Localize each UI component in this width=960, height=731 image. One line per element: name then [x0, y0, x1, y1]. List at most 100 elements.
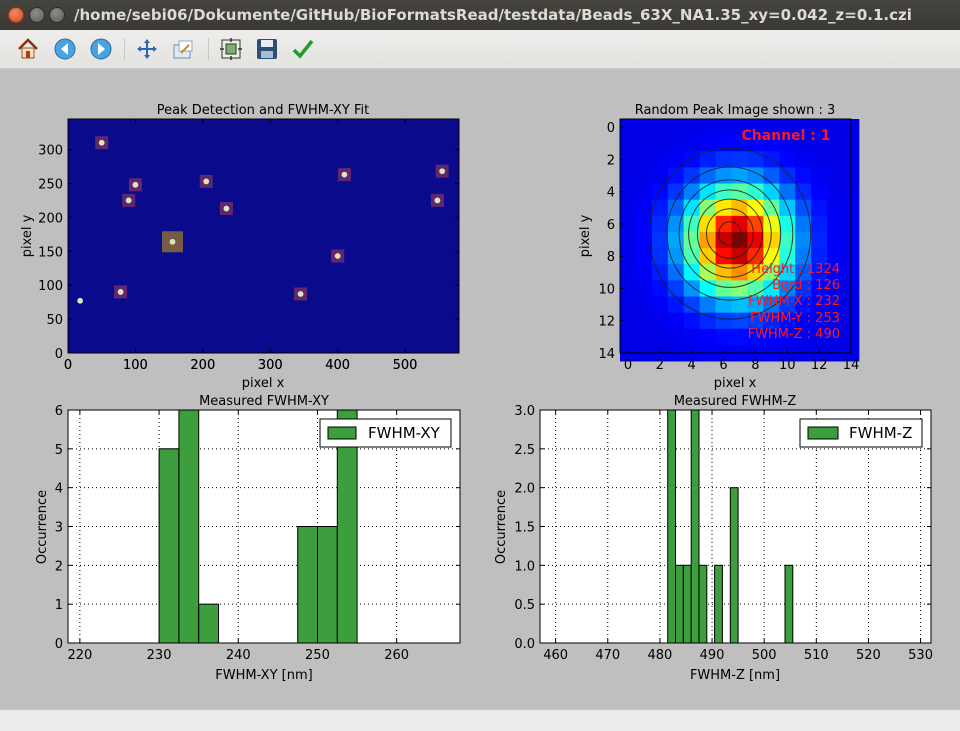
peak-point [334, 253, 341, 259]
heatmap-cell [811, 248, 828, 265]
heatmap-cell [747, 296, 764, 314]
zoom-button[interactable] [169, 35, 197, 63]
heatmap-cell [811, 151, 828, 168]
heatmap-cell [779, 167, 796, 184]
peak-ylabel: pixel y [20, 214, 35, 257]
heatmap-cell [635, 248, 653, 265]
histogram-bar [682, 564, 692, 644]
x-tick-label: 10 [779, 358, 796, 373]
heatmap-cell [811, 328, 828, 346]
heatmap-cell [731, 328, 748, 346]
y-tick-label: 0 [607, 121, 615, 136]
heatmap-cell [667, 215, 685, 233]
heatmap-cell [620, 183, 637, 201]
fwhm-xy-ticks: 220 230 240 250 260 0 1 2 3 4 5 6 [55, 404, 460, 663]
heatmap-cell [811, 264, 828, 281]
x-tick-label: 200 [190, 358, 215, 373]
home-button[interactable] [14, 35, 42, 63]
heatmap-cell [651, 248, 669, 265]
heatmap-cells [620, 119, 860, 362]
x-tick-label: 230 [147, 648, 172, 663]
save-button[interactable] [253, 35, 281, 63]
x-tick-label: 14 [843, 358, 860, 373]
heatmap-cell [651, 167, 669, 184]
home-icon [18, 38, 38, 59]
heatmap-cell [747, 151, 764, 168]
heatmap-cell [651, 328, 669, 346]
heatmap-cell [699, 248, 716, 265]
heatmap-cell [747, 312, 764, 330]
x-tick-label: 500 [752, 648, 777, 663]
x-tick-label: 250 [305, 648, 330, 663]
heatmap-cell [635, 312, 653, 330]
back-button[interactable] [51, 35, 79, 63]
maximize-window-button[interactable] [49, 7, 65, 23]
y-tick-label: 2.0 [514, 482, 535, 497]
heatmap-cell [651, 231, 669, 249]
edit-curves-button[interactable] [289, 35, 317, 63]
close-window-button[interactable] [8, 7, 24, 23]
x-tick-label: 4 [688, 358, 696, 373]
peak-detection-axes[interactable]: Peak Detection and FWHM-XY Fit 0 100 200 30… [20, 103, 460, 391]
histogram-bar [690, 409, 700, 644]
contour-line [718, 221, 742, 246]
histogram-bar [178, 409, 200, 644]
fwhm-z-histogram-axes[interactable]: Measured FWHM-Z 460 470 480 490 500 510 520 530… [494, 394, 933, 683]
fwhm-z-grid [540, 409, 931, 644]
forward-arrow-icon [90, 38, 112, 60]
heatmap-cell [699, 151, 716, 168]
subplots-button[interactable] [217, 35, 245, 63]
minimize-window-button[interactable] [29, 7, 45, 23]
heatmap-cell [667, 280, 685, 297]
heatmap-cell [731, 183, 748, 201]
heatmap-frame [619, 118, 852, 354]
heatmap-cell [651, 135, 669, 152]
fwhm-z-title: Measured FWHM-Z [674, 394, 797, 409]
x-tick-label: 510 [804, 648, 829, 663]
x-tick-label: 100 [123, 358, 148, 373]
x-tick-label: 240 [226, 648, 251, 663]
y-tick-label: 4 [55, 482, 63, 497]
heatmap-cell [747, 135, 764, 152]
histogram-bar [297, 526, 319, 644]
heatmap-cell [779, 119, 796, 136]
peak-point [132, 181, 139, 188]
y-tick-label: 0.5 [514, 598, 535, 613]
x-tick-label: 0 [64, 358, 72, 373]
heatmap-cell [699, 328, 716, 346]
heatmap-cell [731, 151, 748, 168]
fwhm-xy-histogram-axes[interactable]: Measured FWHM-XY 220 230 240 250 2600123456 … [35, 394, 461, 683]
heatmap-cell [620, 119, 637, 136]
heatmap-cell [683, 280, 701, 297]
heatmap-cell [763, 199, 780, 217]
x-tick-label: 460 [543, 648, 568, 663]
y-tick-label: 3 [55, 521, 63, 536]
heatmap-cell [667, 296, 685, 314]
heatmap-cell [731, 215, 748, 233]
random-peak-axes[interactable]: Random Peak Image shown : 3 Channel : 1 … [578, 103, 860, 391]
heatmap-cell [811, 167, 828, 184]
toolbar-separator [124, 38, 125, 60]
heatmap-cell [795, 312, 812, 330]
y-tick-label: 6 [55, 404, 63, 419]
y-tick-label: 2 [55, 559, 63, 574]
heatmap-cell [683, 264, 701, 281]
heatmap-cell [795, 167, 812, 184]
peak-x-ticks: 0 100 200 300 400 500 [64, 349, 417, 373]
heatmap-cell [635, 231, 653, 249]
pan-button[interactable] [133, 35, 161, 63]
heatmap-cell [763, 151, 780, 168]
heatmap-cell [779, 231, 796, 249]
heatmap-cell [779, 280, 796, 297]
heatmap-cell [811, 280, 828, 297]
y-tick-label: 3.0 [514, 404, 535, 419]
heatmap-cell [699, 280, 716, 297]
heatmap-cell [715, 280, 732, 297]
peak-point [125, 197, 132, 204]
heatmap-cell [747, 167, 764, 184]
forward-button[interactable] [87, 35, 115, 63]
heatmap-cell [795, 183, 812, 201]
y-tick-label: 14 [598, 347, 615, 362]
x-tick-label: 400 [325, 358, 350, 373]
heatmap-cell [651, 119, 669, 136]
